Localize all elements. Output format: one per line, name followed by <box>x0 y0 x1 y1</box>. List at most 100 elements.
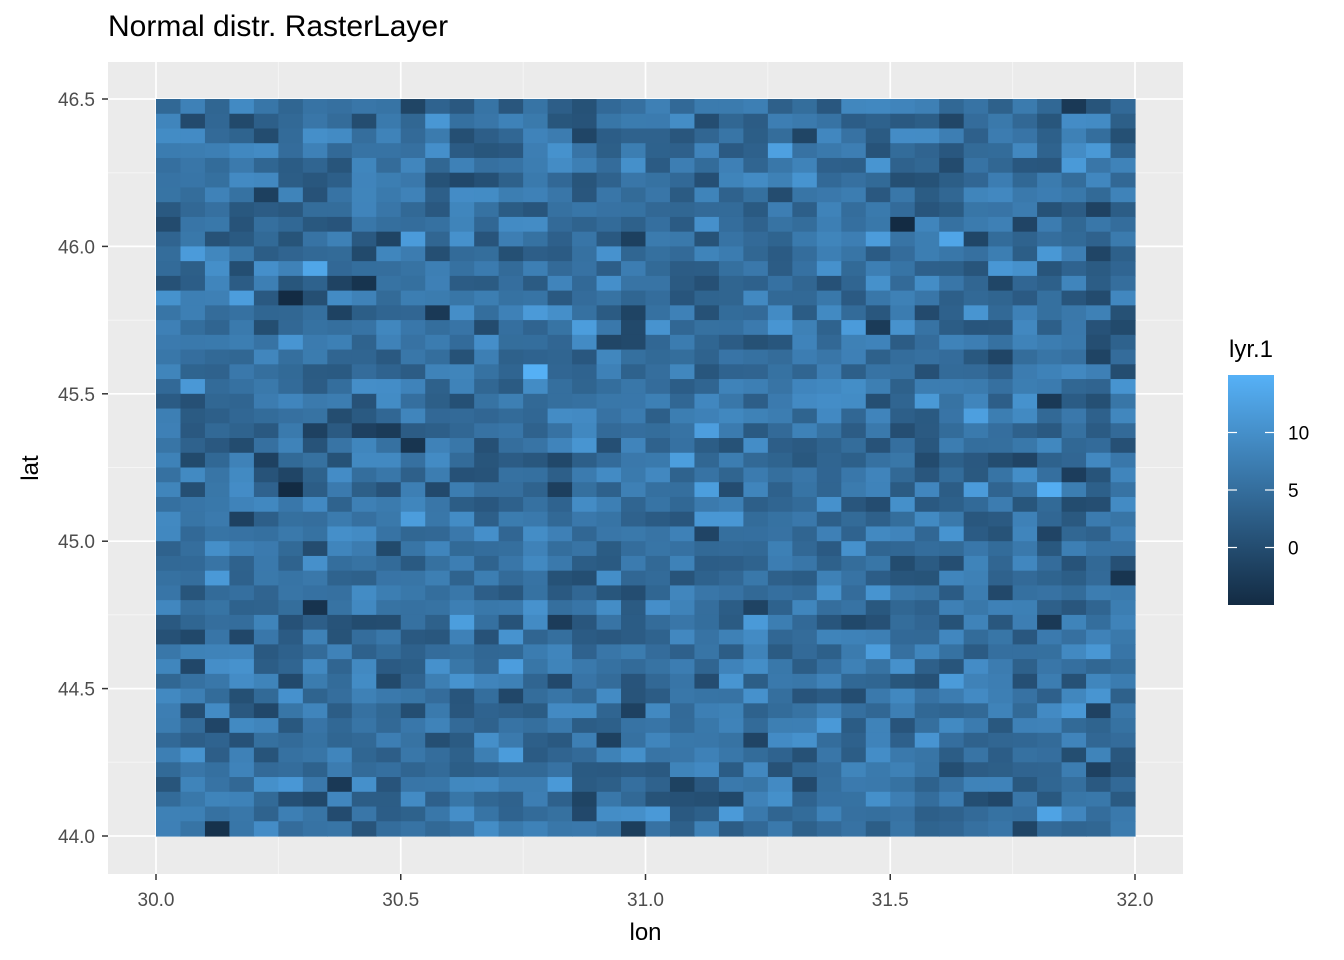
raster-cell <box>204 644 231 660</box>
raster-cell <box>253 202 279 218</box>
raster-cell <box>718 688 744 704</box>
raster-cell <box>816 393 842 410</box>
raster-cell <box>890 113 916 130</box>
raster-cell <box>1012 570 1038 587</box>
raster-cell <box>621 806 647 822</box>
y-axis-title: lat <box>17 455 44 481</box>
raster-cell <box>229 423 255 439</box>
raster-cell <box>669 202 696 218</box>
raster-cell <box>841 467 867 483</box>
raster-cell <box>939 467 965 483</box>
raster-cell <box>767 261 793 277</box>
raster-cell <box>1110 718 1136 734</box>
raster-cell <box>156 393 182 410</box>
raster-cell <box>400 187 426 203</box>
raster-cell <box>792 747 818 763</box>
raster-cell <box>425 614 451 631</box>
raster-cell <box>253 703 279 719</box>
raster-cell <box>743 806 769 822</box>
raster-cell <box>865 718 891 734</box>
raster-cell <box>743 261 769 277</box>
raster-cell <box>302 585 328 601</box>
raster-cell <box>694 600 720 616</box>
raster-cell <box>621 555 647 572</box>
raster-cell <box>376 290 402 306</box>
raster-cell <box>841 408 867 424</box>
raster-cell <box>694 821 720 837</box>
raster-cell <box>914 747 940 763</box>
raster-cell <box>180 364 206 380</box>
raster-cell <box>816 202 842 218</box>
raster-cell <box>1110 600 1136 616</box>
raster-cell <box>180 570 206 587</box>
raster-cell <box>180 157 206 174</box>
raster-cell <box>302 305 328 321</box>
raster-cell <box>792 216 818 233</box>
raster-cell <box>890 585 916 601</box>
raster-cell <box>351 600 377 616</box>
raster-cell <box>1061 496 1087 513</box>
raster-cell <box>816 600 842 616</box>
raster-cell <box>1061 688 1087 704</box>
raster-cell <box>547 555 573 572</box>
raster-cell <box>694 187 720 203</box>
raster-cell <box>229 290 255 306</box>
raster-cell <box>400 629 426 645</box>
raster-cell <box>204 408 231 424</box>
raster-cell <box>767 275 793 292</box>
raster-cell <box>1061 216 1087 233</box>
raster-cell <box>425 113 451 130</box>
raster-cell <box>425 762 451 778</box>
raster-cell <box>1061 275 1087 292</box>
raster-cell <box>351 320 377 336</box>
raster-cell <box>376 732 402 749</box>
raster-cell <box>963 231 989 247</box>
raster-cell <box>669 644 696 660</box>
raster-cell <box>572 644 598 660</box>
raster-cell <box>572 231 598 247</box>
raster-cell <box>767 541 793 557</box>
raster-cell <box>376 452 402 469</box>
raster-cell <box>865 99 891 115</box>
raster-cell <box>278 202 304 218</box>
raster-cell <box>572 570 598 587</box>
raster-cell <box>1037 305 1063 321</box>
raster-cell <box>572 172 598 189</box>
raster-cell <box>963 659 989 675</box>
raster-cell <box>963 570 989 587</box>
raster-cell <box>400 423 426 439</box>
raster-cell <box>278 261 304 277</box>
raster-cell <box>1086 393 1112 410</box>
raster-cell <box>767 732 793 749</box>
raster-cell <box>327 290 353 306</box>
raster-cell <box>1086 246 1112 262</box>
raster-cell <box>865 305 891 321</box>
raster-cell <box>523 290 549 306</box>
raster-cell <box>498 320 524 336</box>
raster-cell <box>645 570 671 587</box>
raster-cell <box>498 570 524 587</box>
raster-cell <box>621 762 647 778</box>
raster-cell <box>1037 614 1063 631</box>
raster-cell <box>890 600 916 616</box>
raster-cell <box>645 496 671 513</box>
raster-cell <box>351 541 377 557</box>
raster-cell <box>963 320 989 336</box>
raster-cell <box>253 629 279 645</box>
raster-cell <box>449 806 475 822</box>
raster-cell <box>865 202 891 218</box>
raster-cell <box>792 496 818 513</box>
raster-cell <box>1086 629 1112 645</box>
raster-cell <box>1086 496 1112 513</box>
raster-cell <box>180 467 206 483</box>
raster-cell <box>204 423 231 439</box>
raster-cell <box>156 555 182 572</box>
raster-cell <box>1086 777 1112 793</box>
raster-cell <box>523 673 549 690</box>
raster-cell <box>1110 467 1136 483</box>
raster-cell <box>914 806 940 822</box>
raster-cell <box>376 570 402 587</box>
raster-cell <box>1037 673 1063 690</box>
raster-cell <box>156 438 182 454</box>
raster-cell <box>204 334 231 351</box>
